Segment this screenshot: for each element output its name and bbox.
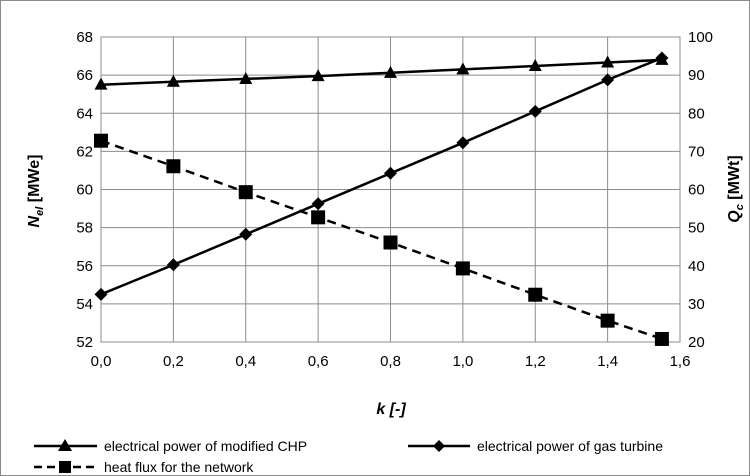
y-right-tick-label: 20 bbox=[688, 334, 705, 351]
data-point-diamond bbox=[311, 197, 325, 211]
y-right-tick-label: 100 bbox=[688, 29, 713, 46]
y-right-ticks: 20 30 40 50 60 70 80 90 100 bbox=[688, 29, 713, 351]
data-point-triangle bbox=[94, 77, 108, 90]
y-right-tick-label: 60 bbox=[688, 182, 705, 199]
data-point-triangle bbox=[384, 65, 397, 78]
x-ticks: 0,0 0,2 0,4 0,6 0,8 1,0 1,2 1,4 1,6 bbox=[91, 353, 691, 370]
y-left-tick-label: 68 bbox=[76, 29, 93, 46]
series-triangle bbox=[94, 52, 669, 90]
data-point-diamond bbox=[528, 104, 542, 118]
data-point-diamond bbox=[601, 73, 615, 87]
data-point-square bbox=[455, 261, 470, 276]
series-line-square bbox=[100, 139, 663, 341]
x-tick-label: 1,4 bbox=[597, 353, 618, 370]
y-left-ticks: 52 54 56 58 60 62 64 66 68 bbox=[76, 29, 93, 351]
data-point-diamond bbox=[456, 136, 470, 150]
data-point-triangle bbox=[311, 69, 325, 82]
data-point-triangle bbox=[166, 74, 180, 87]
y-left-tick-label: 54 bbox=[76, 296, 93, 313]
data-point-square bbox=[383, 235, 398, 250]
legend-marker-square bbox=[59, 461, 71, 473]
y-right-tick-label: 40 bbox=[688, 258, 705, 275]
y-left-tick-label: 52 bbox=[76, 334, 93, 351]
data-point-square bbox=[94, 133, 108, 148]
y-right-tick-label: 70 bbox=[688, 143, 705, 160]
legend: electrical power of modified CHP electri… bbox=[34, 438, 663, 475]
data-point-square bbox=[600, 313, 615, 328]
data-point-square bbox=[238, 185, 253, 200]
series-layer bbox=[94, 51, 669, 346]
data-point-diamond bbox=[239, 227, 253, 241]
legend-item-modified-chp: electrical power of modified CHP bbox=[34, 438, 307, 454]
y-right-tick-label: 80 bbox=[688, 105, 705, 122]
y-right-tick-label: 30 bbox=[688, 296, 705, 313]
data-point-diamond bbox=[384, 166, 397, 180]
data-point-triangle bbox=[601, 55, 615, 68]
x-axis-title: k [-] bbox=[376, 401, 406, 418]
data-point-triangle bbox=[239, 71, 253, 84]
data-point-square bbox=[166, 159, 181, 174]
x-tick-label: 1,0 bbox=[452, 353, 473, 370]
series-line-diamond bbox=[100, 56, 663, 296]
legend-label-gas-turbine: electrical power of gas turbine bbox=[477, 438, 663, 454]
x-tick-label: 1,2 bbox=[525, 353, 546, 370]
y-left-tick-label: 60 bbox=[76, 182, 93, 199]
data-point-triangle bbox=[528, 58, 542, 71]
y-left-tick-label: 56 bbox=[76, 258, 93, 275]
data-point-square bbox=[654, 331, 669, 346]
y-left-tick-label: 64 bbox=[76, 105, 93, 122]
series-line-triangle bbox=[100, 58, 662, 86]
y-right-tick-label: 50 bbox=[688, 220, 705, 237]
series-diamond bbox=[94, 51, 669, 301]
y-right-tick-label: 90 bbox=[688, 67, 705, 84]
y-left-tick-label: 62 bbox=[76, 143, 93, 160]
data-point-diamond bbox=[655, 51, 669, 65]
y-left-axis-title: Nel [MWe] bbox=[26, 155, 46, 228]
legend-item-heat-flux: heat flux for the network bbox=[34, 459, 254, 475]
x-tick-label: 0,0 bbox=[91, 353, 112, 370]
x-tick-label: 0,2 bbox=[163, 353, 184, 370]
data-point-diamond bbox=[94, 287, 108, 301]
legend-label-modified-chp: electrical power of modified CHP bbox=[104, 438, 307, 454]
x-tick-label: 1,6 bbox=[670, 353, 691, 370]
legend-label-heat-flux: heat flux for the network bbox=[104, 459, 254, 475]
x-tick-label: 0,6 bbox=[308, 353, 329, 370]
data-point-square bbox=[311, 210, 326, 225]
x-tick-label: 0,4 bbox=[235, 353, 256, 370]
legend-marker-triangle bbox=[58, 439, 72, 451]
legend-item-gas-turbine: electrical power of gas turbine bbox=[408, 438, 663, 454]
y-right-axis-title: Qc [MWt] bbox=[726, 155, 746, 222]
plot-area-border bbox=[100, 36, 681, 343]
data-point-triangle bbox=[456, 62, 470, 75]
y-left-tick-label: 66 bbox=[76, 67, 93, 84]
data-point-square bbox=[528, 287, 543, 302]
grid bbox=[100, 36, 681, 343]
y-left-tick-label: 58 bbox=[76, 220, 93, 237]
x-tick-label: 0,8 bbox=[380, 353, 401, 370]
legend-marker-diamond bbox=[433, 440, 445, 452]
series-square bbox=[94, 133, 669, 346]
data-point-diamond bbox=[166, 258, 180, 272]
